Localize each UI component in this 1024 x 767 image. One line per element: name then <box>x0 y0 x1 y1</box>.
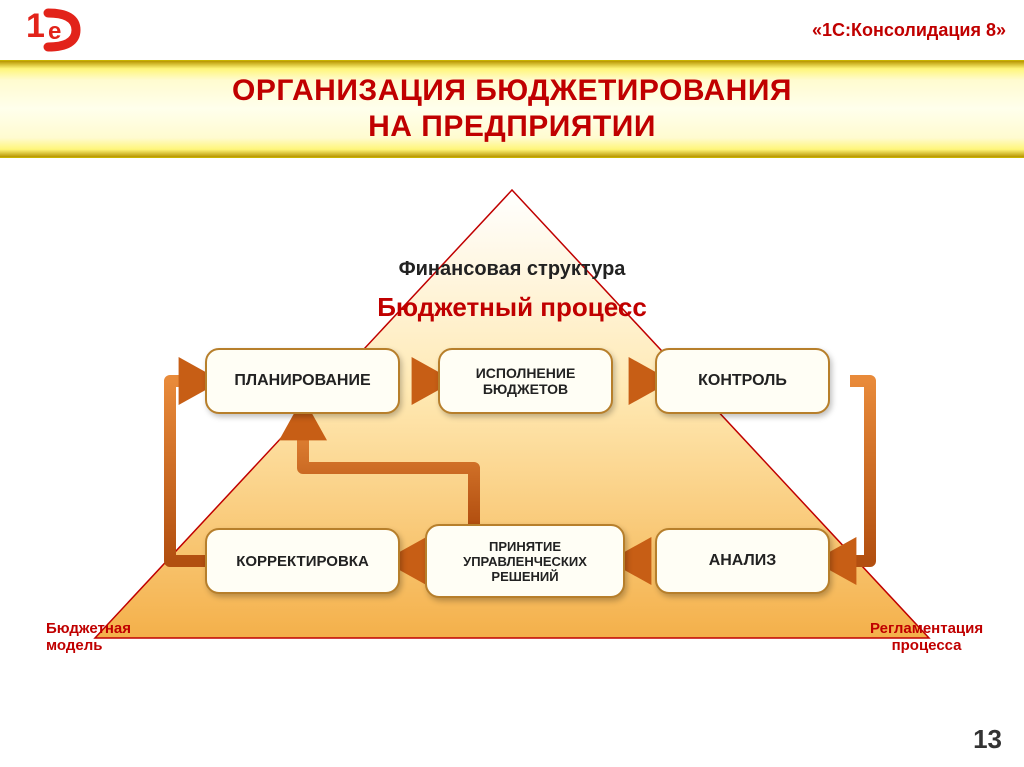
svg-text:e: e <box>48 18 61 45</box>
product-name: «1С:Консолидация 8» <box>812 20 1006 41</box>
caption-reglament-l2: процесса <box>892 637 962 654</box>
caption-budget-model: Бюджетная модель <box>46 620 131 655</box>
label-fin-structure: Финансовая структура <box>352 258 672 281</box>
node-execution: ИСПОЛНЕНИЕБЮДЖЕТОВ <box>438 348 613 414</box>
node-planning: ПЛАНИРОВАНИЕ <box>205 348 400 414</box>
node-decisions: ПРИНЯТИЕУПРАВЛЕНЧЕСКИХРЕШЕНИЙ <box>425 524 625 598</box>
node-correction: КОРРЕКТИРОВКА <box>205 528 400 594</box>
diagram-canvas: Финансовая структура Бюджетный процесс Б… <box>0 168 1024 767</box>
caption-budget-model-l2: модель <box>46 637 102 654</box>
svg-text:1: 1 <box>26 7 45 45</box>
node-analysis: АНАЛИЗ <box>655 528 830 594</box>
page-number: 13 <box>973 724 1002 755</box>
topbar: 1 e «1С:Консолидация 8» <box>0 0 1024 60</box>
caption-reglament: Регламентация процесса <box>870 620 983 655</box>
caption-budget-model-l1: Бюджетная <box>46 620 131 637</box>
slide-title-line1: ОРГАНИЗАЦИЯ БЮДЖЕТИРОВАНИЯ <box>232 73 792 109</box>
slide-title-line2: НА ПРЕДПРИЯТИИ <box>368 109 656 145</box>
node-control: КОНТРОЛЬ <box>655 348 830 414</box>
title-band: ОРГАНИЗАЦИЯ БЮДЖЕТИРОВАНИЯ НА ПРЕДПРИЯТИ… <box>0 60 1024 158</box>
label-budget-process: Бюджетный процесс <box>312 292 712 323</box>
logo-1c: 1 e <box>18 5 88 55</box>
caption-reglament-l1: Регламентация <box>870 620 983 637</box>
